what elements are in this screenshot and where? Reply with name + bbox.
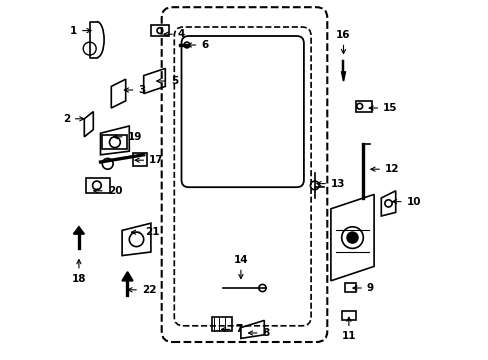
Bar — [212, 317, 231, 331]
Text: 1: 1 — [70, 26, 91, 36]
Text: 15: 15 — [368, 103, 397, 113]
Bar — [86, 178, 109, 193]
Text: 7: 7 — [221, 324, 243, 334]
Circle shape — [346, 232, 357, 243]
Bar — [133, 153, 147, 166]
Text: 14: 14 — [233, 255, 248, 279]
Text: 11: 11 — [341, 317, 355, 341]
Text: 22: 22 — [128, 285, 156, 295]
Text: 4: 4 — [163, 29, 185, 39]
Text: 12: 12 — [370, 164, 399, 174]
Text: 21: 21 — [131, 227, 160, 237]
Text: 13: 13 — [316, 179, 345, 189]
Bar — [355, 101, 371, 112]
Text: 19: 19 — [113, 132, 142, 142]
Text: 16: 16 — [336, 30, 350, 54]
Text: 8: 8 — [248, 328, 269, 338]
Polygon shape — [341, 72, 345, 81]
Bar — [102, 135, 127, 149]
Text: 5: 5 — [156, 76, 178, 86]
Polygon shape — [122, 272, 133, 281]
Text: 2: 2 — [62, 114, 84, 124]
Bar — [341, 311, 355, 320]
Text: 9: 9 — [352, 283, 373, 293]
Text: 6: 6 — [187, 40, 208, 50]
Text: 20: 20 — [94, 186, 122, 196]
Text: 10: 10 — [392, 197, 420, 207]
Bar — [151, 25, 168, 36]
Polygon shape — [73, 227, 84, 234]
Text: 18: 18 — [72, 260, 86, 284]
Text: 3: 3 — [124, 85, 145, 95]
Text: 17: 17 — [135, 155, 163, 165]
Bar — [345, 283, 355, 292]
